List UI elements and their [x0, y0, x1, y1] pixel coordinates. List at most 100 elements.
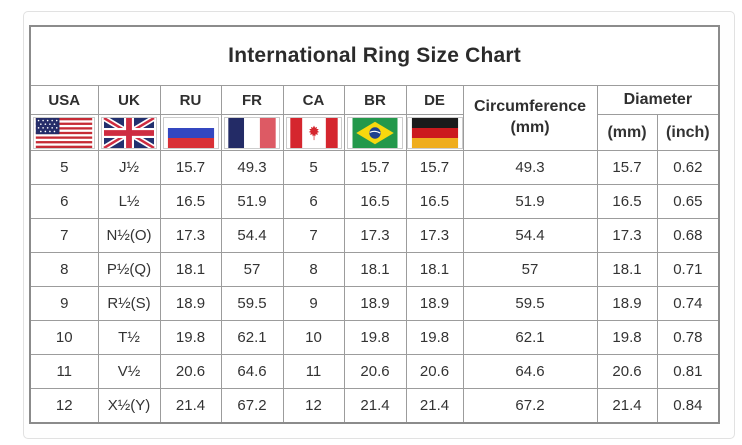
col-header-diameter-mm: (mm) — [596, 114, 658, 151]
cell-fr: 57 — [220, 252, 284, 287]
cell-ca: 10 — [282, 320, 345, 355]
col-header-ca: CA — [282, 85, 345, 115]
cell-br: 20.6 — [343, 354, 407, 389]
cell-usa: 6 — [29, 184, 99, 219]
cell-de: 18.9 — [405, 286, 464, 321]
table-row: 9 R½(S) 18.9 59.5 9 18.9 18.9 59.5 18.9 … — [29, 286, 720, 321]
cell-diameter-mm: 17.3 — [596, 218, 658, 253]
flag-cell-usa — [29, 114, 99, 151]
cell-diameter-mm: 15.7 — [596, 150, 658, 185]
col-header-diameter-inch: (inch) — [656, 114, 720, 151]
cell-ru: 16.5 — [159, 184, 222, 219]
cell-diameter-inch: 0.68 — [656, 218, 720, 253]
col-header-br: BR — [343, 85, 407, 115]
flag-cell-br — [343, 114, 407, 151]
usa-flag-icon — [33, 116, 96, 149]
cell-de: 17.3 — [405, 218, 464, 253]
table-row: 12 X½(Y) 21.4 67.2 12 21.4 21.4 67.2 21.… — [29, 388, 720, 424]
cell-diameter-inch: 0.71 — [656, 252, 720, 287]
col-header-usa: USA — [29, 85, 99, 115]
cell-uk: P½(Q) — [97, 252, 161, 287]
col-header-diameter: Diameter — [596, 85, 720, 115]
cell-ru: 15.7 — [159, 150, 222, 185]
cell-diameter-inch: 0.84 — [656, 388, 720, 424]
cell-br: 18.1 — [343, 252, 407, 287]
cell-usa: 7 — [29, 218, 99, 253]
cell-usa: 8 — [29, 252, 99, 287]
table-row: 7 N½(O) 17.3 54.4 7 17.3 17.3 54.4 17.3 … — [29, 218, 720, 253]
cell-circumference: 59.5 — [462, 286, 598, 321]
cell-circumference: 67.2 — [462, 388, 598, 424]
uk-flag-icon — [101, 116, 157, 149]
cell-ca: 8 — [282, 252, 345, 287]
cell-circumference: 62.1 — [462, 320, 598, 355]
cell-de: 18.1 — [405, 252, 464, 287]
cell-fr: 51.9 — [220, 184, 284, 219]
cell-circumference: 57 — [462, 252, 598, 287]
header-label-row: USA UK RU FR CA BR DE Circumference (mm)… — [29, 85, 720, 151]
cell-br: 21.4 — [343, 388, 407, 424]
cell-fr: 64.6 — [220, 354, 284, 389]
col-header-ru: RU — [159, 85, 222, 115]
cell-diameter-mm: 18.9 — [596, 286, 658, 321]
cell-ca: 11 — [282, 354, 345, 389]
cell-usa: 10 — [29, 320, 99, 355]
title-row: International Ring Size Chart — [29, 25, 720, 86]
page-title: International Ring Size Chart — [29, 25, 720, 86]
cell-de: 19.8 — [405, 320, 464, 355]
cell-usa: 12 — [29, 388, 99, 424]
cell-ca: 5 — [282, 150, 345, 185]
ring-size-table: International Ring Size Chart USA UK RU … — [29, 25, 721, 424]
cell-uk: X½(Y) — [97, 388, 161, 424]
cell-diameter-mm: 20.6 — [596, 354, 658, 389]
cell-br: 18.9 — [343, 286, 407, 321]
cell-uk: N½(O) — [97, 218, 161, 253]
circumference-label-line1: Circumference — [473, 98, 587, 116]
table-row: 8 P½(Q) 18.1 57 8 18.1 18.1 57 18.1 0.71 — [29, 252, 720, 287]
table-row: 6 L½ 16.5 51.9 6 16.5 16.5 51.9 16.5 0.6… — [29, 184, 720, 219]
cell-usa: 9 — [29, 286, 99, 321]
cell-ru: 19.8 — [159, 320, 222, 355]
cell-diameter-inch: 0.65 — [656, 184, 720, 219]
table-row: 10 T½ 19.8 62.1 10 19.8 19.8 62.1 19.8 0… — [29, 320, 720, 355]
cell-diameter-mm: 16.5 — [596, 184, 658, 219]
cell-fr: 67.2 — [220, 388, 284, 424]
cell-circumference: 51.9 — [462, 184, 598, 219]
cell-ru: 18.1 — [159, 252, 222, 287]
cell-ca: 6 — [282, 184, 345, 219]
cell-diameter-inch: 0.78 — [656, 320, 720, 355]
col-header-uk: UK — [97, 85, 161, 115]
col-header-de: DE — [405, 85, 464, 115]
cell-fr: 54.4 — [220, 218, 284, 253]
cell-circumference: 54.4 — [462, 218, 598, 253]
cell-diameter-inch: 0.74 — [656, 286, 720, 321]
germany-flag-icon — [407, 116, 462, 149]
cell-uk: J½ — [97, 150, 161, 185]
cell-ru: 17.3 — [159, 218, 222, 253]
col-header-circumference: Circumference (mm) — [462, 85, 598, 151]
cell-ca: 7 — [282, 218, 345, 253]
brazil-flag-icon — [347, 116, 403, 149]
cell-de: 15.7 — [405, 150, 464, 185]
cell-fr: 49.3 — [220, 150, 284, 185]
cell-br: 17.3 — [343, 218, 407, 253]
cell-uk: L½ — [97, 184, 161, 219]
circumference-label-line2: (mm) — [510, 119, 550, 136]
table-row: 11 V½ 20.6 64.6 11 20.6 20.6 64.6 20.6 0… — [29, 354, 720, 389]
cell-de: 16.5 — [405, 184, 464, 219]
cell-ru: 20.6 — [159, 354, 222, 389]
cell-de: 20.6 — [405, 354, 464, 389]
cell-circumference: 64.6 — [462, 354, 598, 389]
flag-cell-ca — [282, 114, 345, 151]
cell-diameter-inch: 0.81 — [656, 354, 720, 389]
cell-diameter-mm: 18.1 — [596, 252, 658, 287]
table-row: 5 J½ 15.7 49.3 5 15.7 15.7 49.3 15.7 0.6… — [29, 150, 720, 185]
flag-cell-de — [405, 114, 464, 151]
flag-cell-ru — [159, 114, 222, 151]
cell-ru: 21.4 — [159, 388, 222, 424]
flag-row: (mm) (inch) — [29, 114, 720, 151]
cell-fr: 62.1 — [220, 320, 284, 355]
cell-diameter-mm: 19.8 — [596, 320, 658, 355]
cell-fr: 59.5 — [220, 286, 284, 321]
cell-diameter-mm: 21.4 — [596, 388, 658, 424]
